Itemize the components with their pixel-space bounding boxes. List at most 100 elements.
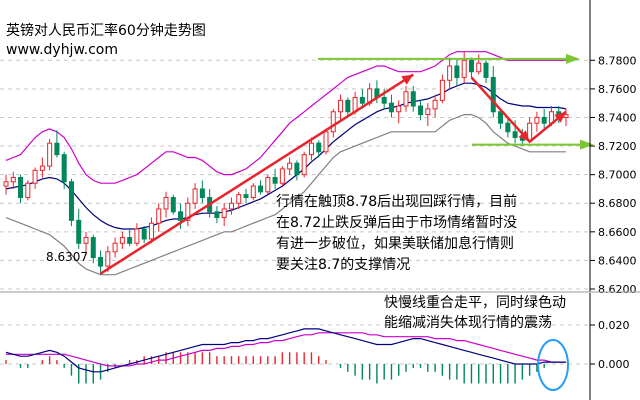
candle-body bbox=[316, 142, 322, 153]
price-tick-label: 8.7400 bbox=[598, 111, 637, 124]
candle-body bbox=[338, 99, 344, 113]
candle-body bbox=[439, 79, 445, 101]
candle-body bbox=[192, 188, 198, 204]
candle-body bbox=[396, 105, 402, 113]
resistance-arrowhead bbox=[566, 53, 580, 64]
candle-body bbox=[381, 96, 387, 104]
candle-body bbox=[170, 197, 176, 213]
price-tick-label: 8.6400 bbox=[598, 254, 637, 267]
candle-body bbox=[541, 116, 547, 124]
candle-body bbox=[199, 188, 205, 199]
candle-body bbox=[468, 59, 474, 73]
macd-lines bbox=[5, 328, 566, 373]
candle-body bbox=[76, 219, 82, 244]
candle-body bbox=[3, 181, 9, 187]
candle-body bbox=[236, 194, 242, 204]
macd-fast-line bbox=[5, 328, 566, 373]
candle-body bbox=[148, 222, 154, 240]
candle-body bbox=[258, 185, 264, 193]
candle-body bbox=[330, 111, 336, 133]
macd-annotation-line: 快慢线重合走平，同时绿色动 bbox=[384, 295, 566, 311]
candle-body bbox=[498, 111, 504, 124]
main-annotation-line: 行情在触顶8.78后出现回踩行情，目前 bbox=[276, 194, 518, 210]
candle-body bbox=[112, 242, 118, 253]
candle-body bbox=[563, 114, 569, 118]
candle-body bbox=[301, 154, 307, 176]
trend-arrow-line bbox=[470, 76, 531, 143]
trend-arrow-line bbox=[99, 73, 414, 275]
price-tick-label: 8.7200 bbox=[598, 140, 637, 153]
main-annotation: 行情在触顶8.78后出现回踩行情，目前 在8.72止跌反弹后由于市场情绪暂时没 … bbox=[276, 192, 566, 276]
candle-body bbox=[454, 65, 460, 78]
trend-arrowhead bbox=[401, 74, 414, 85]
bollinger-middle-line bbox=[5, 82, 567, 230]
candle-body bbox=[476, 62, 482, 73]
candle-body bbox=[185, 202, 191, 221]
candle-body bbox=[250, 185, 256, 199]
candle-body bbox=[483, 62, 489, 78]
main-annotation-line: 有进一步破位，如果美联储加息行情则 bbox=[276, 236, 514, 252]
candle-body bbox=[410, 91, 416, 107]
macd-axis: 0.020 0.000 bbox=[589, 293, 630, 400]
price-axis: 8.6200 8.6400 8.6600 8.6800 8.7000 8.7200 8.74… bbox=[589, 0, 637, 296]
bollinger-bands bbox=[5, 51, 567, 276]
candle-body bbox=[214, 211, 220, 219]
candle-body bbox=[47, 142, 53, 167]
low-price-label: 8.6307 bbox=[46, 250, 88, 264]
candle-body bbox=[25, 182, 31, 199]
candle-body bbox=[512, 131, 518, 138]
candle-body bbox=[90, 237, 96, 259]
trend-arrows bbox=[99, 73, 567, 275]
main-annotation-line: 在8.72止跌反弹后由于市场情绪暂时没 bbox=[276, 215, 518, 231]
candle-body bbox=[505, 122, 511, 133]
candle-body bbox=[388, 102, 394, 113]
macd-annotation-line: 能缩减消失体现行情的震荡 bbox=[384, 315, 552, 331]
macd-slow-line bbox=[6, 332, 566, 367]
candle-body bbox=[18, 177, 24, 199]
macd-tick-label: 0.000 bbox=[598, 358, 630, 371]
candle-body bbox=[134, 228, 140, 244]
candle-body bbox=[308, 142, 314, 156]
candle-body bbox=[490, 76, 496, 113]
candle-body bbox=[279, 168, 285, 184]
candle-body bbox=[61, 154, 67, 183]
candle-body bbox=[178, 211, 184, 221]
candle-body bbox=[432, 99, 438, 110]
support-arrowhead bbox=[580, 139, 594, 150]
candle-body bbox=[163, 197, 169, 210]
site-url: www.dyhjw.com bbox=[6, 42, 118, 58]
candle-body bbox=[156, 208, 162, 224]
candle-body bbox=[221, 208, 227, 219]
candle-body bbox=[461, 59, 467, 78]
candle-body bbox=[403, 91, 409, 107]
macd-annotation: 快慢线重合走平，同时绿色动 能缩减消失体现行情的震荡 bbox=[384, 293, 624, 333]
level-lines bbox=[318, 53, 594, 150]
trend-arrowhead bbox=[554, 111, 566, 123]
candle-body bbox=[127, 237, 133, 244]
candle-body bbox=[68, 181, 74, 221]
candle-body bbox=[54, 142, 60, 156]
candle-body bbox=[359, 96, 365, 104]
trend-arrowhead bbox=[518, 130, 530, 142]
price-gridlines bbox=[0, 59, 590, 290]
price-tick-label: 8.7600 bbox=[598, 83, 637, 96]
candle-body bbox=[228, 202, 234, 210]
candle-body bbox=[105, 251, 111, 267]
bollinger-lower-line bbox=[5, 114, 566, 276]
price-tick-label: 8.7800 bbox=[598, 54, 637, 67]
candle-body bbox=[141, 228, 147, 240]
candle-body bbox=[98, 257, 104, 267]
candle-body bbox=[425, 108, 431, 116]
chart-title: 英镑对人民币汇率60分钟走势图 bbox=[6, 23, 206, 39]
candle-body bbox=[287, 162, 293, 170]
highlight-ellipse bbox=[537, 339, 569, 391]
candle-body bbox=[534, 116, 540, 124]
candlestick-series bbox=[3, 51, 569, 275]
bollinger-upper-line bbox=[5, 51, 566, 184]
candle-body bbox=[83, 237, 89, 244]
candle-body bbox=[39, 165, 45, 171]
candle-body bbox=[418, 105, 424, 116]
main-annotation-line: 要关注8.7的支撑情况 bbox=[276, 257, 411, 273]
candle-body bbox=[32, 169, 38, 184]
